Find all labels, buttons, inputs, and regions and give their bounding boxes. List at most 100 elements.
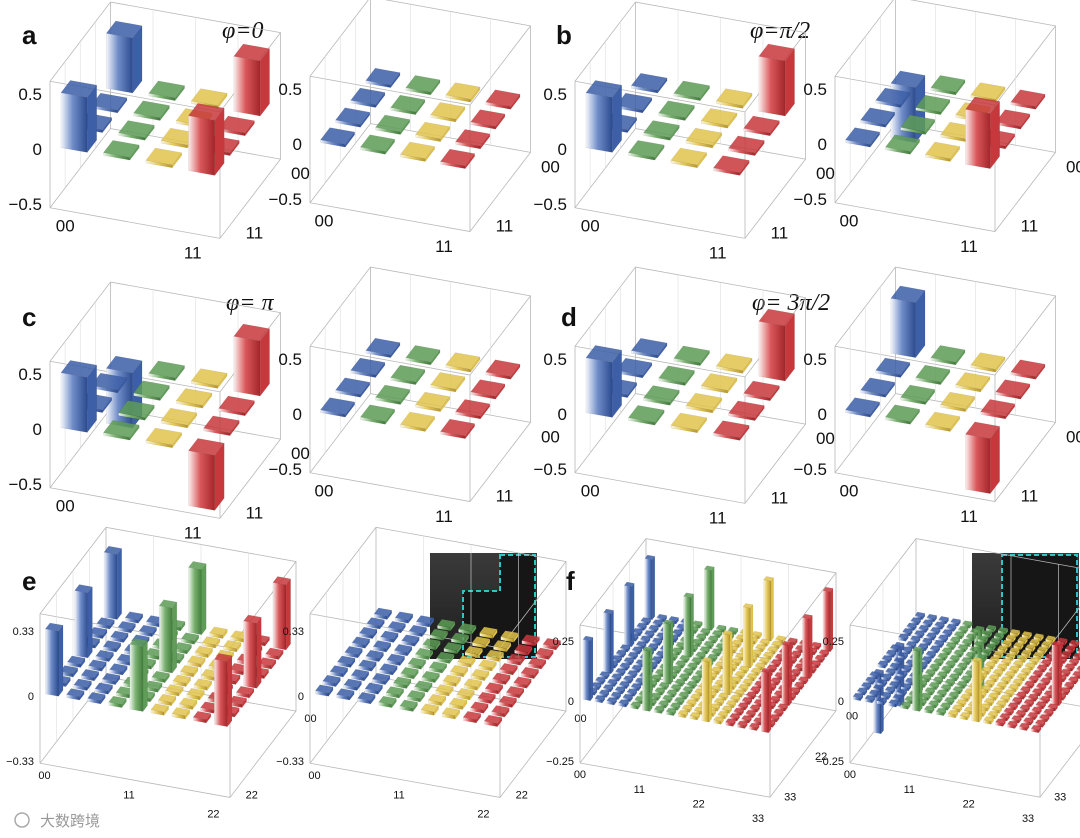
bar-f-imag-r13-c13 bbox=[1060, 650, 1072, 659]
bar-f-real-r13-c5 bbox=[695, 633, 707, 642]
bar-e-imag-r1-c4 bbox=[406, 690, 426, 703]
panel-label-a: a bbox=[22, 20, 37, 50]
bar-e-imag-r0-c5 bbox=[420, 703, 439, 716]
chart-e-real: 0.33 0 −0.33 00 11 22 00 22 bbox=[6, 526, 317, 821]
watermark-icon bbox=[14, 812, 30, 828]
bar-e-imag-r1-c7 bbox=[470, 701, 489, 714]
bar-f-imag-r11-c6 bbox=[969, 646, 980, 655]
bar-f-imag-r11-c3 bbox=[933, 639, 945, 649]
panel-label-f: f bbox=[566, 566, 575, 596]
bar-b-imag-r1-c0 bbox=[860, 107, 896, 128]
bar-d-real-r2-c0 bbox=[615, 357, 653, 379]
z-tick-label: 0.25 bbox=[823, 636, 844, 648]
bar-f-real-r3-c8 bbox=[690, 693, 701, 703]
x-tick-label: 33 bbox=[752, 813, 764, 825]
axis-box bbox=[834, 393, 1057, 502]
bar-a-real-r2-c1 bbox=[133, 100, 170, 122]
bar-f-real-r2-c3 bbox=[626, 688, 638, 697]
bar-f-imag-r1-c0 bbox=[856, 687, 868, 696]
bar-f-imag-r11-c0 bbox=[898, 633, 909, 642]
bar-e-real-r6-c0 bbox=[89, 626, 108, 640]
bar-f-real-r6-c1 bbox=[619, 662, 630, 672]
bar-e-imag-r8-c5 bbox=[479, 626, 498, 640]
bar-f-real-r5-c1 bbox=[615, 667, 626, 677]
x-tick-label: 00 bbox=[844, 769, 856, 781]
chart-a-imag: 0.5 0 −0.5 00 11 00 11 bbox=[268, 0, 560, 256]
bar-e-imag-r0-c2 bbox=[357, 692, 376, 705]
bar-d-imag-r3-c2 bbox=[970, 352, 1006, 373]
bar-e-imag-r7-c5 bbox=[471, 636, 491, 649]
bar-f-real-r4-c15 bbox=[777, 703, 788, 712]
bar-e-imag-r4-c2 bbox=[386, 653, 405, 667]
bar-e-real-r0-c1 bbox=[66, 688, 85, 701]
bar-c-real-r2-c0 bbox=[90, 372, 128, 394]
bar-e-real-r3-c0 bbox=[67, 655, 86, 669]
panel-label-b: b bbox=[556, 20, 572, 50]
z-tick-label: 0 bbox=[568, 696, 574, 708]
bar-e-imag-r1-c1 bbox=[343, 678, 362, 692]
x-tick-label: 22 bbox=[693, 798, 705, 810]
y-tick-label: 11 bbox=[246, 223, 264, 242]
z-tick-label: 0.5 bbox=[18, 365, 42, 384]
z-tick-label: 0.5 bbox=[803, 80, 827, 99]
bar-f-real-r0-c14 bbox=[748, 722, 760, 732]
bar-f-imag-r3-c13 bbox=[1019, 704, 1031, 713]
bar-e-real-r2-c2 bbox=[101, 672, 121, 686]
bar-f-real-r3-c3 bbox=[630, 683, 642, 692]
bar-a-imag-r3-c2 bbox=[445, 82, 481, 103]
bar-f-imag-r0-c10 bbox=[971, 657, 983, 723]
bar-f-imag-r14-c1 bbox=[922, 619, 933, 628]
bar-f-real-r10-c14 bbox=[790, 668, 801, 678]
bar-f-real-r8-c0 bbox=[615, 649, 627, 659]
x-tick-label: 22 bbox=[207, 809, 219, 821]
bar-f-real-r15-c14 bbox=[810, 641, 822, 651]
bar-f-imag-r0-c0 bbox=[852, 692, 864, 702]
bar-d-imag-r3-c0 bbox=[890, 285, 926, 359]
bar-b-imag-r3-c3 bbox=[1010, 89, 1046, 110]
bar-e-imag-r8-c0 bbox=[373, 607, 393, 621]
bar-f-real-r0-c12 bbox=[725, 718, 736, 727]
bar-f-real-r5-c14 bbox=[769, 695, 781, 705]
bar-e-imag-r8-c6 bbox=[500, 630, 519, 643]
axis-box bbox=[574, 393, 807, 504]
bar-f-real-r8-c3 bbox=[651, 656, 662, 665]
bar-b-real-r0-c2 bbox=[670, 147, 708, 169]
axis-box bbox=[574, 128, 807, 239]
bar-f-real-r11-c6 bbox=[699, 646, 710, 655]
bar-f-real-r11-c1 bbox=[639, 635, 651, 645]
bar-f-real-r14-c6 bbox=[711, 630, 723, 639]
bar-f-imag-r6-c4 bbox=[924, 668, 936, 678]
bar-b-real-r3-c3 bbox=[758, 43, 795, 117]
bar-e-imag-r2-c6 bbox=[456, 688, 475, 701]
bar-f-real-r5-c10 bbox=[722, 630, 733, 696]
bar-f-real-r1-c2 bbox=[610, 691, 622, 701]
bar-c-imag-r0-c2 bbox=[400, 411, 436, 433]
bar-e-imag-r8-c8 bbox=[542, 638, 561, 651]
bar-f-imag-r4-c2 bbox=[892, 675, 904, 684]
bar-f-real-r12-c1 bbox=[644, 630, 655, 639]
bar-f-imag-r10-c8 bbox=[988, 655, 1000, 665]
bar-e-imag-r3-c0 bbox=[337, 655, 356, 669]
bar-f-imag-r15-c10 bbox=[1033, 633, 1044, 642]
panel-title-c: φ= π bbox=[226, 290, 274, 316]
bar-f-real-r0-c10 bbox=[701, 657, 713, 723]
bar-f-real-r9-c5 bbox=[679, 654, 690, 664]
axis-box bbox=[574, 1, 807, 113]
axis-box bbox=[49, 128, 282, 239]
bar-a-real-r0-c1 bbox=[103, 140, 140, 161]
axis-box bbox=[49, 408, 282, 519]
x-tick-label: 00 bbox=[574, 769, 586, 781]
bar-e-real-r0-c3 bbox=[108, 695, 127, 709]
bar-f-imag-r12-c4 bbox=[949, 636, 961, 646]
y-tick-label: 00 bbox=[816, 164, 835, 183]
bar-f-real-r4-c5 bbox=[658, 681, 670, 691]
bar-f-imag-r15-c1 bbox=[926, 613, 938, 623]
bar-d-imag-r1-c2 bbox=[940, 391, 976, 413]
bar-f-imag-r7-c12 bbox=[1024, 680, 1035, 690]
x-tick-label: 11 bbox=[960, 237, 978, 256]
bar-e-imag-r7-c8 bbox=[535, 647, 554, 661]
chart-b-real: 0.5 0 −0.5 00 11 00 11 bbox=[533, 1, 835, 263]
y-tick-label: 00 bbox=[541, 157, 560, 176]
z-tick-label: 0.5 bbox=[278, 350, 302, 369]
